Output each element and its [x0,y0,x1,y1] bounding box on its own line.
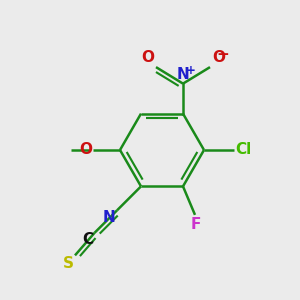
Text: S: S [63,256,74,271]
Text: F: F [190,217,201,232]
Text: O: O [141,50,154,65]
Text: C: C [82,232,93,247]
Text: −: − [217,47,230,62]
Text: +: + [185,64,195,77]
Text: N: N [177,67,189,82]
Text: N: N [103,210,116,225]
Text: O: O [212,50,225,65]
Text: Cl: Cl [236,142,252,158]
Text: O: O [79,142,92,157]
